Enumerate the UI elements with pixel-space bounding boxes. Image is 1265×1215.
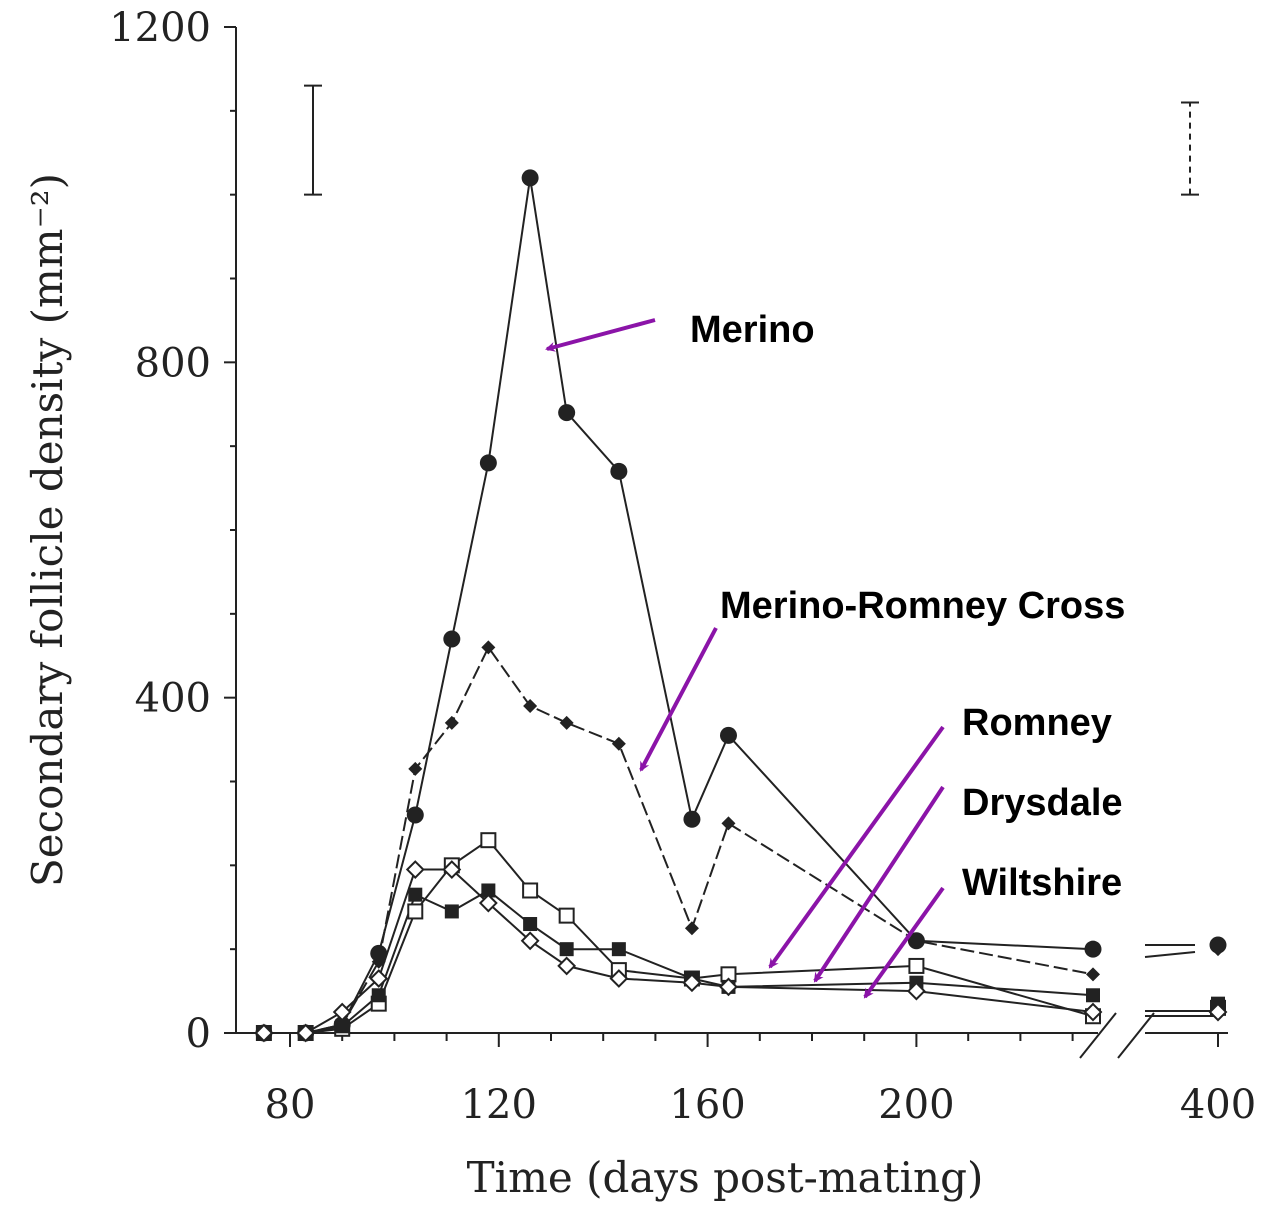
x-tick-label: 200 — [878, 1082, 954, 1128]
series-line-merino-romney-cross — [263, 645, 1094, 1034]
annotations: Merino Merino-Romney Cross Romney Drysdale W… — [545, 309, 1125, 999]
data-point-drysdale — [408, 887, 423, 902]
data-point-wiltshire — [478, 893, 498, 913]
data-point-drysdale — [611, 942, 626, 957]
y-tick-label: 0 — [186, 1011, 211, 1057]
error-bars — [304, 84, 1199, 196]
data-point-merino-romney-cross — [559, 715, 574, 730]
data-point-drysdale — [371, 988, 386, 1003]
data-point-drysdale — [335, 1019, 350, 1034]
data-point-drysdale — [559, 942, 574, 957]
data-point-merino — [479, 454, 497, 472]
data-point-merino-romney-cross — [408, 761, 423, 776]
y-tick-label: 1200 — [109, 5, 211, 51]
data-point-merino-romney-cross — [1086, 967, 1100, 982]
data-point-merino-romney-cross — [444, 715, 459, 730]
arrow-merino — [545, 318, 656, 352]
data-point-merino — [683, 810, 701, 828]
data-point-wiltshire — [442, 860, 462, 879]
data-point-merino-romney-cross — [481, 640, 496, 655]
data-point-romney — [522, 882, 539, 899]
y-tick-label: 400 — [135, 676, 211, 722]
data-point-wiltshire — [520, 931, 540, 951]
data-point-wiltshire — [609, 969, 629, 988]
annotation-romney: Romney — [962, 702, 1112, 744]
x-tick-label: 400 — [1180, 1082, 1256, 1128]
x-tick-label: 160 — [669, 1082, 745, 1128]
data-point-merino-romney-cross — [684, 921, 699, 936]
series-markers — [254, 169, 1228, 1043]
y-axis-title: Secondary follicle density (mm⁻²) — [23, 173, 72, 887]
data-point-merino — [1084, 940, 1102, 958]
data-point-merino — [558, 404, 576, 422]
axis-break-mark — [1117, 1012, 1155, 1059]
data-point-merino — [521, 169, 539, 187]
data-point-wiltshire — [1083, 1002, 1103, 1022]
data-point-merino — [370, 944, 388, 962]
data-point-wiltshire — [906, 981, 926, 1001]
series-break-mark — [1144, 951, 1196, 958]
data-point-romney — [480, 832, 497, 849]
data-point-merino-romney-cross — [611, 736, 626, 751]
data-point-merino — [406, 806, 424, 824]
x-axis-title: Time (days post-mating) — [467, 1153, 984, 1202]
data-point-drysdale — [1086, 988, 1100, 1003]
data-point-wiltshire — [557, 956, 577, 976]
x-tick-label: 80 — [265, 1082, 316, 1128]
data-point-merino-romney-cross — [1211, 942, 1225, 957]
y-tick-label: 800 — [135, 340, 211, 386]
data-point-merino-romney-cross — [721, 816, 736, 831]
annotation-wiltshire: Wiltshire — [962, 862, 1122, 904]
annotation-drysdale: Drysdale — [962, 782, 1123, 824]
x-tick-label: 120 — [461, 1082, 537, 1128]
data-point-wiltshire — [719, 977, 738, 997]
arrow-drysdale — [813, 785, 945, 983]
data-point-merino — [443, 630, 461, 648]
data-point-drysdale — [481, 883, 496, 898]
data-point-merino-romney-cross — [523, 699, 538, 714]
arrow-romney — [768, 725, 945, 969]
data-point-wiltshire — [254, 1023, 274, 1043]
arrow-wiltshire — [863, 886, 945, 999]
data-point-merino — [610, 462, 628, 480]
data-point-romney — [908, 957, 925, 974]
data-point-wiltshire — [1208, 1002, 1228, 1022]
data-point-wiltshire — [405, 860, 425, 879]
data-point-romney — [558, 907, 575, 924]
data-point-merino-romney-cross — [371, 954, 386, 969]
annotation-merino: Merino — [690, 309, 815, 351]
data-point-merino — [719, 726, 737, 744]
axis-break-mark — [1079, 1012, 1117, 1059]
data-point-drysdale — [523, 917, 538, 932]
data-point-wiltshire — [369, 969, 389, 988]
axes: 0 400 800 1200 80 120 160 200 400 Time (days post… — [23, 5, 1256, 1202]
data-point-wiltshire — [296, 1023, 316, 1043]
data-point-romney — [407, 903, 424, 920]
data-point-wiltshire — [682, 973, 702, 993]
data-point-wiltshire — [332, 1002, 352, 1022]
annotation-merino-romney-cross: Merino-Romney Cross — [720, 585, 1125, 627]
data-point-merino-romney-cross — [909, 933, 924, 948]
arrow-merino-romney-cross — [639, 627, 718, 772]
data-point-drysdale — [444, 904, 459, 919]
